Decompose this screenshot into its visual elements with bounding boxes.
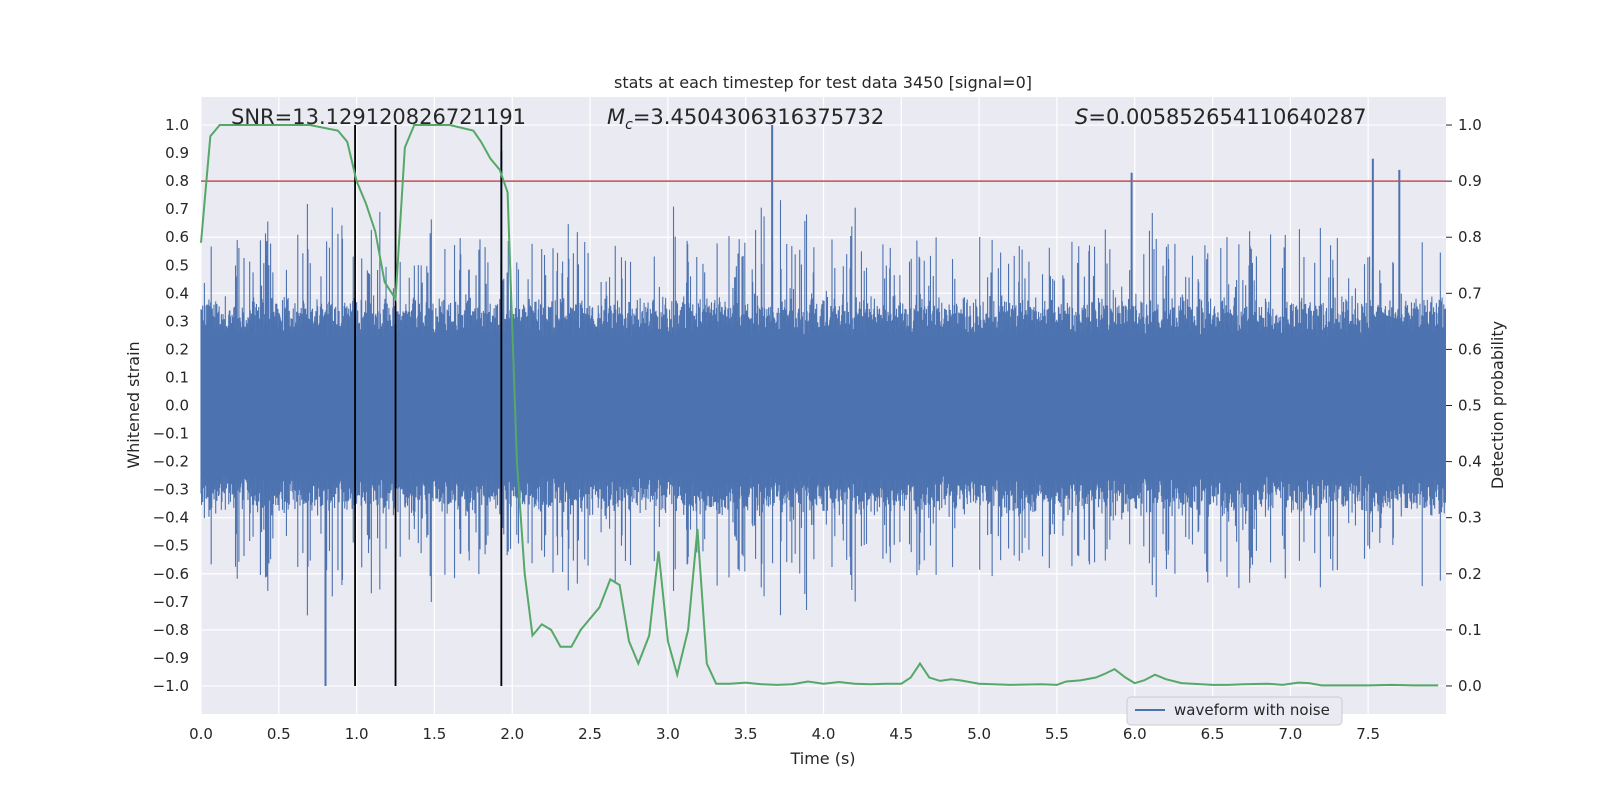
x-tick-label: 3.5 bbox=[734, 725, 758, 743]
y-tick-label: −0.2 bbox=[153, 453, 189, 471]
s-symbol: S bbox=[1075, 105, 1088, 129]
x-tick-label: 4.5 bbox=[889, 725, 913, 743]
chirp-mass-symbol: M bbox=[607, 105, 625, 129]
right-y-tick-label: 0.5 bbox=[1458, 397, 1482, 415]
y-tick-label: 0.2 bbox=[165, 340, 189, 358]
x-tick-label: 5.0 bbox=[967, 725, 991, 743]
s-value: =0.005852654110640287 bbox=[1088, 105, 1366, 129]
x-tick-label: 2.0 bbox=[500, 725, 524, 743]
y-tick-label: 0.8 bbox=[165, 172, 189, 190]
y-tick-label: 0.6 bbox=[165, 228, 189, 246]
y-tick-label: 0.0 bbox=[165, 397, 189, 415]
x-tick-label: 1.0 bbox=[345, 725, 369, 743]
chirp-mass-subscript: c bbox=[625, 117, 633, 133]
y-tick-label: 1.0 bbox=[165, 116, 189, 134]
y-tick-label: 0.5 bbox=[165, 256, 189, 274]
right-y-tick-label: 0.6 bbox=[1458, 340, 1482, 358]
x-tick-label: 4.0 bbox=[812, 725, 836, 743]
right-y-axis-label: Detection probability bbox=[1488, 321, 1507, 489]
x-tick-label: 7.5 bbox=[1356, 725, 1380, 743]
y-tick-label: −0.3 bbox=[153, 481, 189, 499]
chirp-mass-annotation: Mc=3.4504306316375732 bbox=[607, 105, 884, 133]
detection-probability-line bbox=[200, 124, 1439, 687]
right-y-tick-label: 0.8 bbox=[1458, 228, 1482, 246]
chirp-mass-value: =3.4504306316375732 bbox=[633, 105, 884, 129]
y-tick-label: 0.1 bbox=[165, 368, 189, 386]
x-tick-label: 5.5 bbox=[1045, 725, 1069, 743]
y-tick-label: −0.4 bbox=[153, 509, 189, 527]
right-y-tick-label: 0.3 bbox=[1458, 509, 1482, 527]
right-y-tick-label: 0.1 bbox=[1458, 621, 1482, 639]
snr-annotation: SNR=13.129120826721191 bbox=[231, 105, 526, 129]
right-y-tick-label: 0.9 bbox=[1458, 172, 1482, 190]
x-tick-label: 6.5 bbox=[1201, 725, 1225, 743]
y-axis-label: Whitened strain bbox=[124, 341, 143, 468]
legend-label: waveform with noise bbox=[1174, 701, 1330, 719]
y-tick-label: −0.1 bbox=[153, 425, 189, 443]
y-tick-label: −0.6 bbox=[153, 565, 189, 583]
x-tick-label: 2.5 bbox=[578, 725, 602, 743]
right-y-tick-label: 0.7 bbox=[1458, 284, 1482, 302]
right-y-tick-label: 0.2 bbox=[1458, 565, 1482, 583]
x-tick-label: 6.0 bbox=[1123, 725, 1147, 743]
y-tick-label: 0.3 bbox=[165, 312, 189, 330]
x-axis-ticks: 0.0 0.5 1.0 1.5 2.0 2.5 3.0 3.5 4.0 4.5 5.0 5.5 6.0 6… bbox=[189, 725, 1380, 743]
right-y-tick-label: 0.0 bbox=[1458, 677, 1482, 695]
y-tick-label: −0.7 bbox=[153, 593, 189, 611]
x-tick-label: 7.0 bbox=[1278, 725, 1302, 743]
right-y-tick-label: 1.0 bbox=[1458, 116, 1482, 134]
legend: waveform with noise bbox=[1126, 696, 1343, 726]
plot-area bbox=[200, 124, 1446, 687]
chart-title: stats at each timestep for test data 345… bbox=[614, 73, 1032, 92]
x-tick-label: 1.5 bbox=[423, 725, 447, 743]
x-tick-label: 0.5 bbox=[267, 725, 291, 743]
x-tick-label: 0.0 bbox=[189, 725, 213, 743]
y-axis-ticks: 1.0 0.9 0.8 0.7 0.6 0.5 0.4 0.3 0.2 0.1 0.0 −0.1 −0.… bbox=[153, 116, 189, 695]
y-tick-label: 0.4 bbox=[165, 284, 189, 302]
right-y-tick-label: 0.4 bbox=[1458, 453, 1482, 471]
y-tick-label: −0.8 bbox=[153, 621, 189, 639]
right-y-axis-ticks: 1.0 0.9 0.8 0.7 0.6 0.5 0.4 0.3 0.2 0.1 0.0 bbox=[1446, 116, 1482, 695]
y-tick-label: −1.0 bbox=[153, 677, 189, 695]
s-annotation: S=0.005852654110640287 bbox=[1075, 105, 1366, 129]
y-tick-label: 0.9 bbox=[165, 144, 189, 162]
y-tick-label: −0.5 bbox=[153, 537, 189, 555]
legend-box bbox=[1126, 696, 1343, 726]
x-axis-label: Time (s) bbox=[789, 749, 855, 768]
y-tick-label: −0.9 bbox=[153, 649, 189, 667]
waveform-noise bbox=[200, 200, 1446, 616]
x-tick-label: 3.0 bbox=[656, 725, 680, 743]
y-tick-label: 0.7 bbox=[165, 200, 189, 218]
